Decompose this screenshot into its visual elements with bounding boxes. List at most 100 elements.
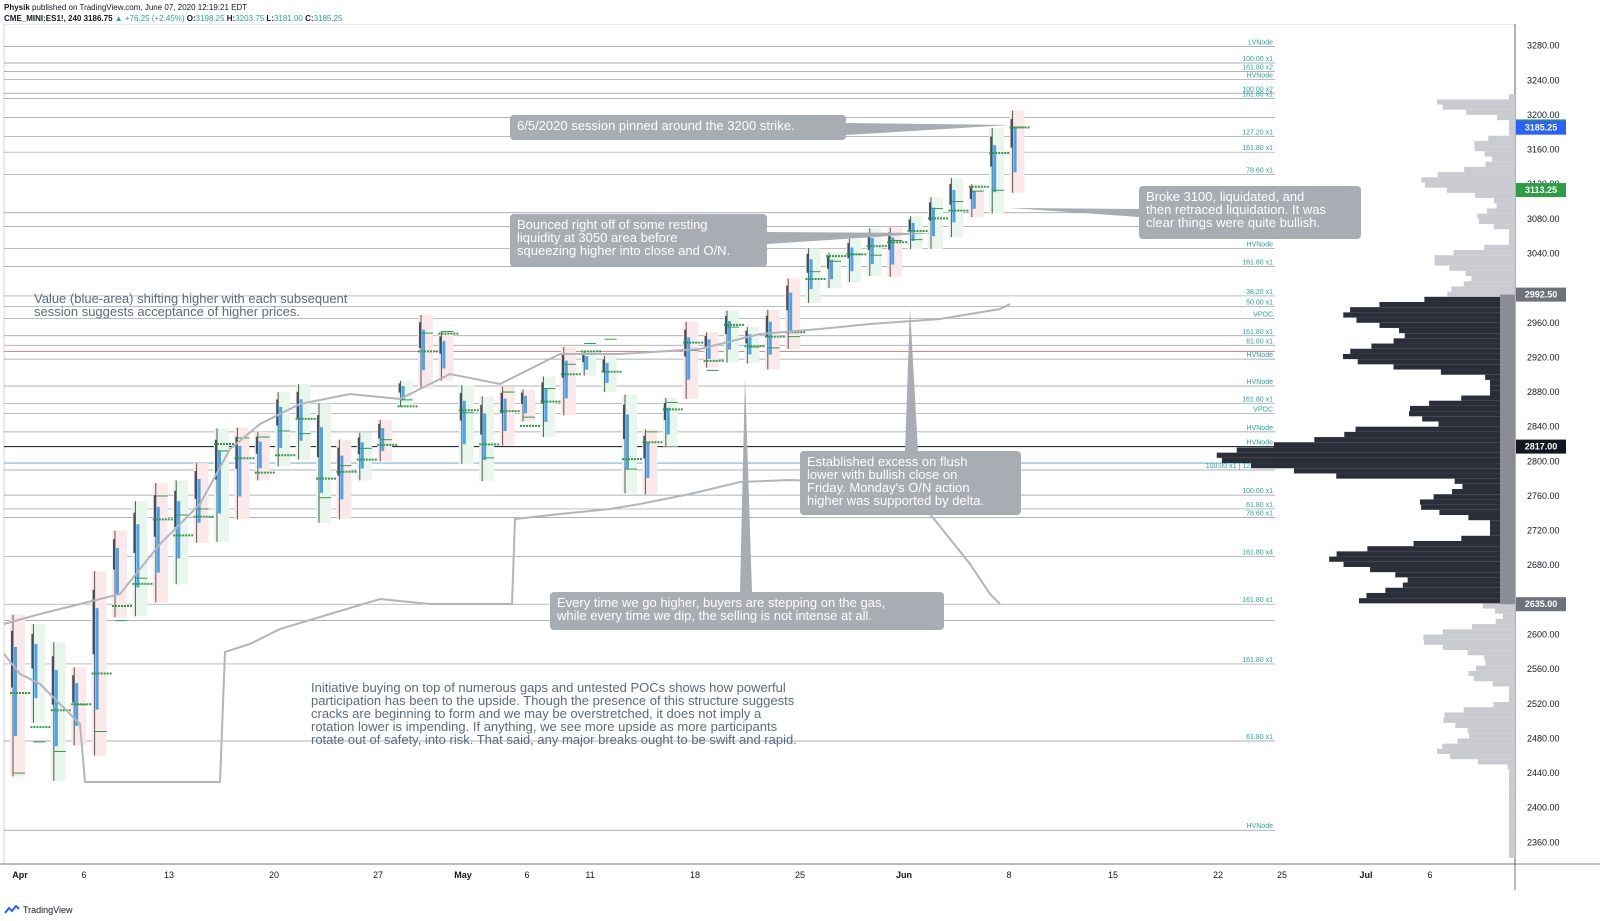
tpo-block (602, 359, 605, 373)
volume-profile-bar (1357, 359, 1515, 365)
tpo-block (317, 415, 319, 458)
time-tick-label: May (454, 870, 472, 880)
volume-profile-bar (1478, 759, 1515, 765)
volume-profile-bar (1399, 327, 1515, 334)
volume-profile-bar (1472, 624, 1515, 630)
tradingview-logo[interactable]: TradingView (4, 905, 73, 915)
session-background (581, 351, 597, 376)
volume-profile-bar (1471, 276, 1515, 282)
volume-profile-bar (1468, 515, 1515, 521)
tpo-block (480, 404, 483, 435)
volume-profile-bar (1484, 151, 1515, 157)
session-background (724, 310, 739, 363)
volume-profile-bar (1486, 208, 1515, 214)
level-label: 161.80 x1 (1242, 329, 1273, 336)
publisher-name[interactable]: Physik (4, 3, 30, 12)
session-background (866, 228, 882, 276)
session-background (948, 178, 964, 238)
price-label-box (1516, 120, 1566, 135)
value-area (156, 506, 160, 573)
level-label: 78.60 x1 (1246, 511, 1273, 518)
price-tick-label: 2840.00 (1527, 422, 1560, 432)
price-tick-label: 3240.00 (1527, 75, 1560, 85)
level-label: 161.80 x4 (1242, 550, 1273, 557)
note-3050[interactable]: Bounced right off of some resting liquid… (510, 214, 767, 267)
tpo-block (337, 447, 340, 476)
time-tick-label: 25 (1277, 870, 1287, 880)
tpo-block (847, 243, 850, 259)
tpo-block (541, 382, 544, 404)
price-tick-label: 3080.00 (1527, 214, 1560, 224)
tpo-block (521, 392, 523, 404)
value-area (34, 643, 38, 699)
note-gas-pointer (740, 376, 752, 592)
value-area (830, 259, 833, 280)
level-label: HVNode (1247, 72, 1274, 79)
volume-profile-bar (1350, 307, 1515, 313)
tpo-block (215, 439, 217, 480)
volume-profile-bar (1424, 182, 1515, 188)
initiative-text[interactable]: Initiative buying on top of numerous gap… (311, 680, 797, 747)
value-area (891, 237, 895, 265)
note-3100[interactable]: Broke 3100, liquidated, and then retrace… (1139, 186, 1361, 239)
volume-profile-bar (1509, 94, 1515, 100)
session-background (316, 403, 331, 523)
level-label: HVNode (1247, 440, 1274, 447)
value-area (646, 442, 650, 478)
volume-profile-bar (1509, 239, 1515, 245)
value-area (54, 670, 58, 747)
value-area (972, 190, 976, 209)
published-text: published on TradingView.com, June 07, 2… (32, 3, 248, 12)
value-area (932, 207, 935, 237)
price-tick-label: 2440.00 (1527, 768, 1560, 778)
value-area (422, 329, 425, 371)
value-area (524, 395, 527, 414)
volume-profile-bar (1476, 665, 1515, 671)
volume-profile-bar (1421, 504, 1515, 510)
volume-profile-bar (1509, 837, 1515, 843)
volume-profile-bar (1410, 405, 1515, 412)
time-tick-label: 6 (81, 870, 86, 880)
last-price: 3186.75 (83, 14, 113, 23)
note-excess[interactable]: Established excess on flush lower with b… (800, 451, 1021, 515)
session-background (642, 429, 658, 495)
volume-profile-bar (1423, 634, 1515, 640)
volume-profile-bar (1434, 260, 1515, 266)
value-area (340, 455, 344, 500)
value-area (299, 399, 303, 441)
tpo-block (419, 322, 421, 349)
price-label-box (1516, 439, 1566, 454)
level-label: 78.60 x1 (1246, 168, 1273, 175)
volume-profile-bar (1509, 780, 1515, 786)
chart-area[interactable]: LVNode 100.00 x1 161.80 x2 HVNode 100.00 x2 1… (0, 23, 1600, 890)
tpo-block (459, 392, 462, 421)
value-shift-text[interactable]: Value (blue-area) shifting higher with e… (34, 291, 348, 319)
volume-profile-bar (1494, 198, 1515, 204)
tpo-block (255, 436, 258, 454)
note-3200[interactable]: 6/5/2020 session pinned around the 3200 … (510, 115, 846, 140)
value-area (136, 524, 140, 588)
volume-profile-bar (1497, 114, 1515, 121)
volume-profile-bar (1474, 192, 1515, 199)
price-tick-label: 2600.00 (1527, 630, 1560, 640)
session-background (254, 431, 270, 481)
tpo-block (51, 656, 54, 705)
note-gas[interactable]: Every time we go higher, buyers are step… (550, 592, 944, 630)
session-background (928, 197, 943, 250)
volume-profile-bar (1509, 120, 1515, 126)
value-area (952, 189, 956, 223)
volume-profile-bar (1423, 639, 1515, 645)
value-area-bracket (1500, 294, 1515, 605)
time-tick-label: Jun (896, 870, 912, 880)
price-tick-label: 2880.00 (1527, 387, 1560, 397)
volume-profile-bar (1509, 795, 1515, 801)
volume-profile-bar (1250, 463, 1515, 469)
price-tick-label: 2480.00 (1527, 733, 1560, 743)
level-label: HVNode (1247, 823, 1274, 830)
tpo-block (561, 353, 564, 378)
note-3200-pointer (846, 123, 1010, 135)
value-area (911, 222, 915, 241)
volume-profile-bar (1466, 109, 1515, 115)
price-label-box (1516, 287, 1566, 302)
